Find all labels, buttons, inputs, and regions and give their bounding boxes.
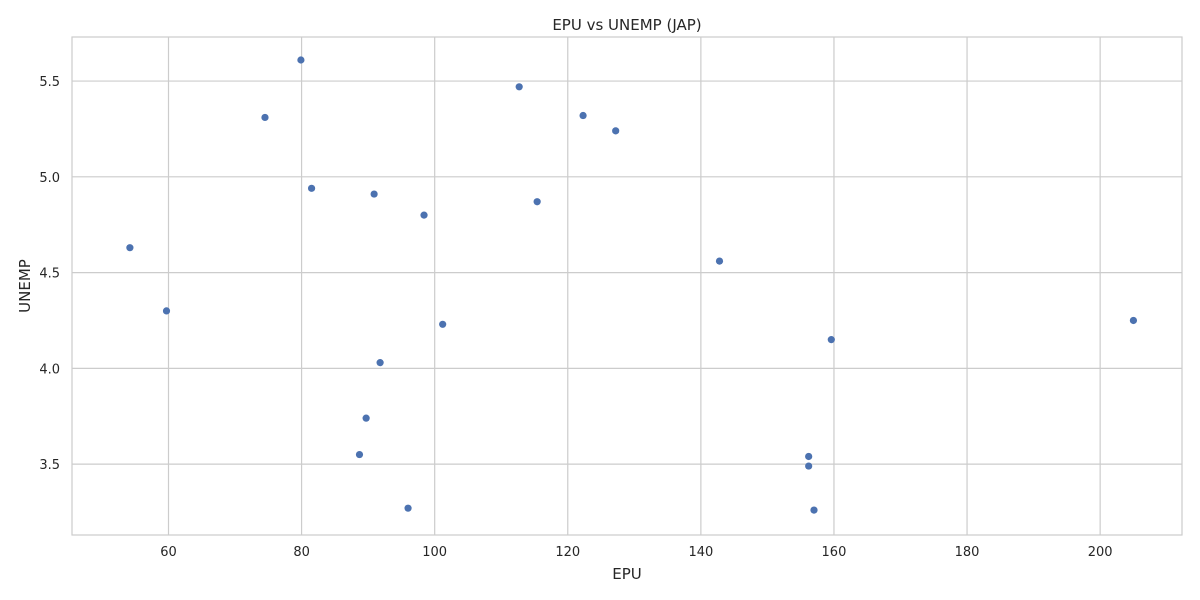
- data-point: [370, 190, 378, 198]
- data-point: [805, 452, 813, 461]
- x-tick-label: 180: [955, 545, 980, 560]
- data-point: [126, 244, 134, 252]
- y-tick-label: 4.5: [39, 267, 60, 282]
- x-tick-label: 160: [822, 545, 847, 560]
- data-point: [715, 257, 724, 265]
- data-point: [1129, 316, 1138, 325]
- data-point: [355, 450, 364, 459]
- data-point: [810, 506, 818, 514]
- x-tick-label: 140: [688, 545, 713, 560]
- data-point: [261, 113, 269, 122]
- data-point: [162, 307, 171, 315]
- data-point: [827, 336, 835, 344]
- data-point: [376, 359, 384, 367]
- x-axis-title: EPU: [612, 565, 642, 583]
- chart-title: EPU vs UNEMP (JAP): [552, 16, 701, 34]
- data-point: [439, 320, 447, 328]
- x-tick-label: 80: [293, 545, 310, 560]
- data-point: [404, 504, 412, 512]
- x-tick-label: 200: [1088, 545, 1113, 560]
- data-point: [533, 198, 541, 206]
- y-tick-labels: 3.5 4.0 4.5 5.0 5.5: [39, 75, 60, 473]
- y-tick-label: 5.0: [39, 171, 60, 186]
- y-tick-label: 3.5: [39, 458, 60, 473]
- grid-lines: [72, 37, 1182, 535]
- data-point: [307, 184, 316, 192]
- plot-background: [72, 37, 1182, 535]
- x-tick-labels: 60 80 100 120 140 160 180 200: [160, 545, 1112, 560]
- data-point: [420, 211, 428, 219]
- y-axis-title: UNEMP: [16, 259, 34, 313]
- data-point: [515, 83, 523, 91]
- y-tick-label: 5.5: [39, 75, 60, 90]
- x-tick-label: 100: [422, 545, 447, 560]
- data-point: [805, 462, 813, 470]
- x-tick-label: 120: [555, 545, 580, 560]
- x-tick-label: 60: [160, 545, 177, 560]
- data-point: [612, 127, 620, 135]
- plot-frame: [71, 36, 1183, 536]
- data-point: [297, 56, 305, 64]
- data-points: [126, 56, 1138, 514]
- data-point: [579, 111, 587, 120]
- y-tick-label: 4.0: [39, 362, 60, 377]
- data-point: [362, 414, 370, 422]
